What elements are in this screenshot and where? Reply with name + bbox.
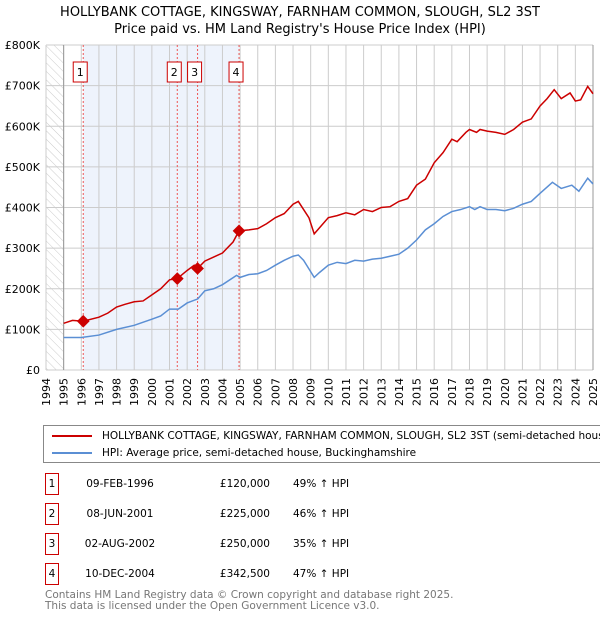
sale-label: 4: [233, 66, 240, 79]
legend-swatch-blue: [52, 452, 92, 454]
legend-label-hpi: HPI: Average price, semi-detached house,…: [102, 447, 417, 459]
sale-point: [191, 262, 204, 275]
sale-point: [170, 272, 184, 285]
x-tick-label: 1998: [111, 378, 124, 406]
sale-date: 08-JUN-2001: [86, 508, 154, 520]
legend-item-hpi: HPI: Average price, semi-detached house,…: [52, 445, 416, 461]
x-tick-label: 2009: [305, 378, 318, 406]
sale-number: 2: [45, 503, 59, 525]
x-tick-label: 2022: [534, 378, 547, 406]
sale-price: £250,000: [219, 538, 270, 550]
sale-row: 2 08-JUN-2001 £225,000 46% ↑ HPI: [0, 503, 600, 525]
sale-label: 1: [77, 66, 84, 79]
sale-row: 1 09-FEB-1996 £120,000 49% ↑ HPI: [0, 473, 600, 495]
y-tick-label: £200K: [5, 283, 41, 296]
sale-hpi-change: 49% ↑ HPI: [293, 478, 350, 490]
y-tick-label: £300K: [5, 242, 41, 255]
sale-date: 09-FEB-1996: [86, 478, 154, 490]
x-tick-label: 2016: [428, 378, 441, 406]
x-tick-label: 2019: [481, 378, 494, 406]
sale-hpi-change: 46% ↑ HPI: [293, 508, 350, 520]
y-tick-label: £800K: [5, 39, 41, 52]
x-tick-label: 1999: [128, 378, 141, 406]
y-tick-label: £500K: [5, 161, 41, 174]
x-tick-label: 1997: [93, 378, 106, 406]
x-tick-label: 2017: [446, 378, 459, 406]
y-tick-label: £400K: [5, 202, 41, 215]
x-tick-label: 2008: [287, 378, 300, 406]
sale-point: [76, 314, 90, 328]
footer-licence: This data is licensed under the Open Gov…: [45, 600, 380, 612]
sale-label-box: [187, 61, 203, 83]
sale-label-box: [228, 61, 244, 83]
legend-swatch-red: [52, 435, 92, 437]
sale-number: 4: [45, 563, 59, 585]
sale-hpi-change: 35% ↑ HPI: [293, 538, 350, 550]
sale-row: 4 10-DEC-2004 £342,500 47% ↑ HPI: [0, 563, 600, 585]
x-tick-label: 2024: [569, 378, 582, 406]
x-tick-label: 2007: [269, 378, 282, 406]
x-tick-label: 1994: [40, 378, 53, 406]
x-tick-label: 2015: [411, 378, 424, 406]
y-tick-label: £100K: [5, 323, 41, 336]
footer-copyright: Contains HM Land Registry data © Crown c…: [45, 589, 454, 601]
x-tick-label: 2025: [587, 378, 600, 406]
chart-title: HOLLYBANK COTTAGE, KINGSWAY, FARNHAM COM…: [60, 5, 540, 20]
x-tick-label: 2018: [463, 378, 476, 406]
x-tick-label: 1996: [75, 378, 88, 406]
y-tick-label: £700K: [5, 80, 41, 93]
x-tick-label: 2000: [146, 378, 159, 406]
price-chart: 1994 1995 1996 1997 1998 1999 2000 2001 2002 2003…: [5, 39, 600, 406]
sale-date: 10-DEC-2004: [85, 568, 155, 580]
x-tick-label: 2011: [340, 378, 353, 406]
chart-subtitle: Price paid vs. HM Land Registry's House …: [114, 22, 486, 37]
sale-hpi-change: 47% ↑ HPI: [293, 568, 350, 580]
y-tick-label: £600K: [5, 120, 41, 133]
property-price-line: [63, 85, 594, 324]
legend-label-property: HOLLYBANK COTTAGE, KINGSWAY, FARNHAM COM…: [102, 430, 600, 442]
x-tick-label: 2004: [216, 378, 229, 406]
x-tick-label: 2002: [181, 378, 194, 406]
x-tick-label: 2010: [322, 378, 335, 406]
sale-price: £120,000: [219, 478, 270, 490]
x-tick-label: 2020: [499, 378, 512, 406]
x-tick-label: 2005: [234, 378, 247, 406]
sale-point: [232, 224, 246, 238]
sale-price: £342,500: [219, 568, 270, 580]
legend: HOLLYBANK COTTAGE, KINGSWAY, FARNHAM COM…: [43, 425, 600, 463]
x-tick-label: 2006: [252, 378, 265, 406]
sale-label-box: [166, 61, 182, 83]
sale-row: 3 02-AUG-2002 £250,000 35% ↑ HPI: [0, 533, 600, 555]
y-tick-label: £0: [26, 364, 40, 377]
sale-label: 2: [171, 66, 178, 79]
x-tick-label: 2021: [516, 378, 529, 406]
sale-label: 3: [191, 66, 198, 79]
sale-price: £225,000: [219, 508, 270, 520]
x-tick-label: 2014: [393, 378, 406, 406]
x-tick-label: 2001: [164, 378, 177, 406]
x-tick-label: 2012: [358, 378, 371, 406]
hpi-line: [63, 177, 594, 339]
x-tick-label: 2023: [552, 378, 565, 406]
x-tick-label: 2013: [375, 378, 388, 406]
sale-date: 02-AUG-2002: [84, 538, 156, 550]
x-tick-label: 2003: [199, 378, 212, 406]
sale-number: 3: [45, 533, 59, 555]
sale-number: 1: [45, 473, 59, 495]
sale-label-box: [72, 61, 88, 83]
legend-item-property: HOLLYBANK COTTAGE, KINGSWAY, FARNHAM COM…: [52, 428, 600, 444]
x-tick-label: 1995: [58, 378, 71, 406]
